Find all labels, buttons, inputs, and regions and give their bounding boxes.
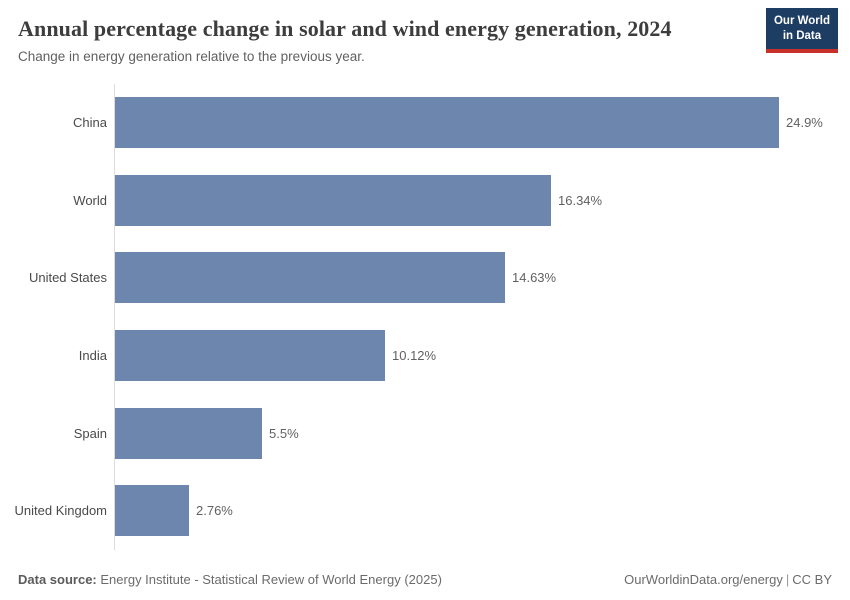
bar-china[interactable] [115, 97, 779, 149]
category-label-united-kingdom: United Kingdom [14, 503, 108, 519]
category-label-united-states: United States [28, 270, 107, 286]
owid-url-link[interactable]: OurWorldinData.org/energy [624, 572, 783, 587]
owid-logo-line2: in Data [782, 30, 822, 43]
category-label-world: World [73, 192, 107, 208]
category-label-spain: Spain [73, 425, 107, 441]
data-source-label: Data source: [18, 572, 97, 587]
bar-value-label: 16.34% [558, 192, 603, 208]
bar-value-label: 5.5% [269, 425, 299, 441]
bar-united-states[interactable] [115, 252, 505, 304]
bar-world[interactable] [115, 174, 551, 226]
data-source-note: Data source: Energy Institute - Statisti… [18, 572, 442, 587]
title-block: Annual percentage change in solar and wi… [18, 16, 738, 64]
bar-row: 14.63% [115, 239, 832, 317]
bar-value-label: 24.9% [786, 115, 823, 131]
chart-footer: Data source: Energy Institute - Statisti… [18, 572, 832, 587]
bar-value-label: 2.76% [196, 503, 233, 519]
bar-row: 2.76% [115, 472, 832, 550]
chart-title: Annual percentage change in solar and wi… [18, 16, 672, 41]
bar-chart: China World United States India Spain United … [14, 84, 832, 550]
bar-row: 10.12% [115, 317, 832, 395]
category-label-china: China [73, 115, 107, 131]
category-labels: China World United States India Spain United … [14, 84, 114, 550]
footer-credits: OurWorldinData.org/energy | CC BY [624, 572, 832, 587]
bar-row: 5.5% [115, 394, 832, 472]
bar-value-label: 14.63% [512, 270, 557, 286]
owid-logo[interactable]: Our World in Data [765, 8, 838, 54]
owid-logo-line1: Our World [773, 15, 830, 27]
license-link[interactable]: CC BY [792, 572, 832, 587]
chart-subtitle: Change in energy generation relative to … [18, 49, 365, 65]
bar-india[interactable] [115, 330, 385, 382]
category-label-india: India [78, 348, 107, 364]
bar-spain[interactable] [115, 407, 262, 459]
bar-value-label: 10.12% [392, 348, 437, 364]
bar-row: 16.34% [115, 162, 832, 240]
footer-separator: | [785, 572, 790, 587]
bar-row: 24.9% [115, 84, 832, 162]
bar-united-kingdom[interactable] [115, 485, 189, 537]
bars-area: 24.9% 16.34% 14.63% 10.12% 5.5% 2.76% [114, 84, 832, 550]
data-source-text: Energy Institute - Statistical Review of… [100, 572, 442, 587]
